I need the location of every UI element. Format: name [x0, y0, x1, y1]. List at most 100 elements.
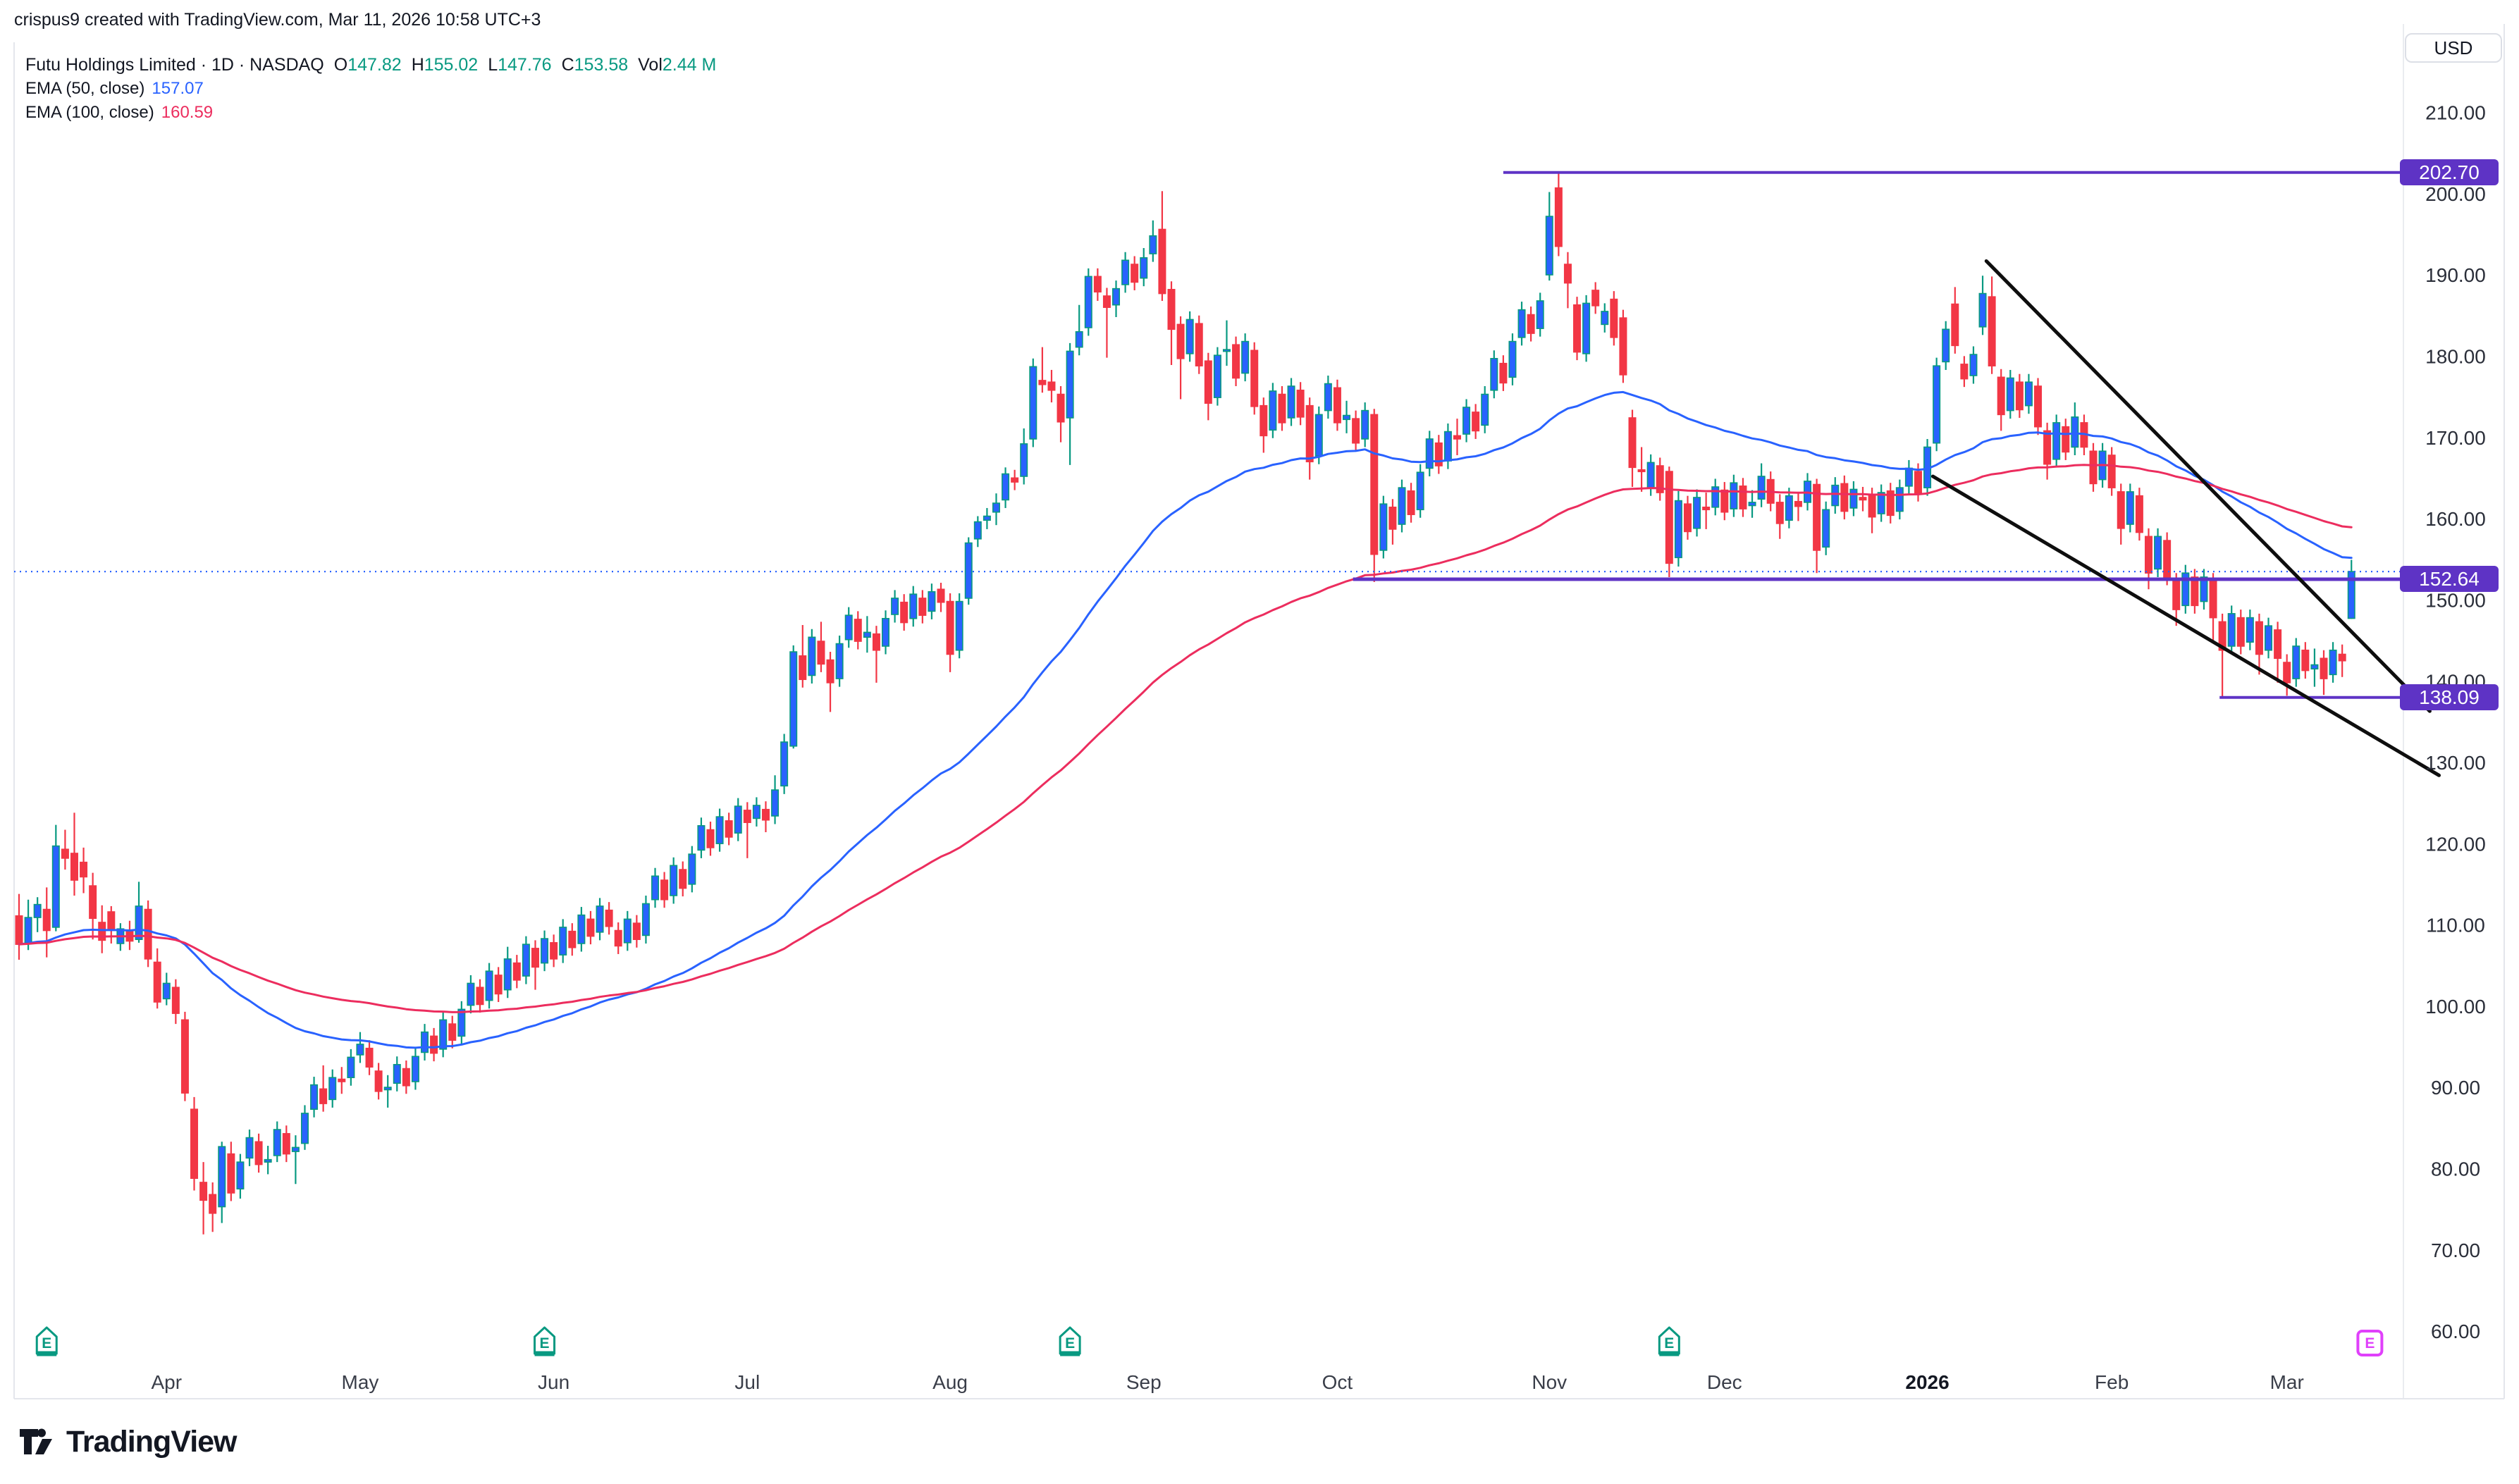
candle-body [264, 1158, 272, 1163]
candle-body [1637, 469, 1646, 473]
candle-body [973, 521, 982, 540]
candle-body [1047, 381, 1056, 391]
candle-body [928, 590, 936, 612]
candle-body [411, 1056, 419, 1082]
earnings-reported-icon[interactable] [1059, 1326, 1081, 1355]
candle-body [282, 1132, 290, 1155]
candle-body [1942, 328, 1950, 363]
candle-body [1084, 276, 1092, 328]
candle-body [180, 1019, 189, 1094]
earnings-icon-letter: E [540, 1335, 550, 1352]
candle-body [236, 1161, 245, 1189]
time-axis-label-Dec[interactable]: Dec [1707, 1371, 1742, 1393]
candle-body [715, 816, 724, 844]
time-axis-label-May[interactable]: May [342, 1371, 379, 1393]
candle-body [1601, 311, 1609, 326]
earnings-reported-icon[interactable] [534, 1326, 556, 1355]
candle-body [559, 927, 567, 956]
trendline[interactable] [1984, 259, 2432, 713]
earnings-icon-letter: E [1664, 1335, 1674, 1352]
price-level-badge-138-09[interactable]: 138.09 [2400, 684, 2499, 711]
trendline[interactable] [1930, 474, 2441, 777]
price-tick-label: 160.00 [2425, 508, 2486, 530]
candle-body [1352, 418, 1360, 444]
candle-body [153, 961, 161, 1003]
candle-body [421, 1031, 429, 1053]
candle-body [2071, 416, 2079, 448]
candle-body [512, 962, 521, 981]
candle-body [1904, 467, 1913, 487]
candle-body [80, 861, 88, 878]
candle-body [1683, 503, 1692, 533]
time-axis-label-Feb[interactable]: Feb [2095, 1371, 2129, 1393]
candle-body [1075, 330, 1083, 348]
legend-ema100-row[interactable]: EMA (100, close) 160.59 [25, 101, 716, 124]
candle-body [1527, 314, 1535, 334]
candle-body [2274, 629, 2282, 660]
open-label: O [333, 55, 348, 75]
candle-body [1020, 443, 1028, 477]
low-label: L [488, 55, 498, 75]
price-tick-label: 130.00 [2425, 752, 2486, 774]
tradingview-logo[interactable]: TradingView [18, 1423, 237, 1460]
candle-body [1195, 323, 1203, 366]
candle-body [586, 918, 595, 937]
candle-body [1490, 358, 1498, 391]
candle-body [1462, 407, 1471, 435]
chart-credit: crispus9 created with TradingView.com, M… [14, 10, 541, 30]
ema-50-line [18, 390, 2353, 1049]
candle-body [531, 948, 539, 968]
candle-body [1269, 390, 1277, 431]
price-level-badge-152-64[interactable]: 152.64 [2400, 566, 2499, 593]
candle-body [291, 1146, 300, 1152]
candle-body [439, 1019, 448, 1050]
candle-body [844, 614, 853, 641]
time-axis-label-Oct[interactable]: Oct [1322, 1371, 1353, 1393]
time-axis-label-Nov[interactable]: Nov [1532, 1371, 1567, 1393]
candle-body [863, 631, 871, 638]
price-tick-label: 210.00 [2425, 102, 2486, 124]
candle-body [706, 829, 715, 848]
candle-body [1813, 483, 1821, 551]
time-axis-label-Mar[interactable]: Mar [2270, 1371, 2304, 1393]
legend-ema50-row[interactable]: EMA (50, close) 157.07 [25, 78, 716, 100]
candle-body [1204, 360, 1212, 404]
candle-body [1472, 412, 1480, 432]
low-value: 147.76 [498, 55, 552, 75]
candle-body [2172, 580, 2181, 610]
candle-body [2200, 576, 2208, 602]
candle-body [319, 1088, 328, 1104]
candle-body [614, 929, 622, 947]
time-axis-label-Aug[interactable]: Aug [932, 1371, 968, 1393]
close-value: 153.58 [574, 55, 629, 75]
candle-body [1158, 228, 1166, 295]
candle-body [900, 601, 909, 624]
candle-body [1499, 362, 1508, 384]
candle-body [771, 789, 780, 817]
candle-body [393, 1063, 401, 1084]
close-label: C [561, 55, 574, 75]
earnings-reported-icon[interactable] [35, 1326, 58, 1355]
candle-body [872, 633, 880, 651]
candle-body [596, 905, 604, 933]
candle-body [1822, 509, 1830, 548]
earnings-reported-icon[interactable] [1658, 1326, 1680, 1355]
candle-body [909, 593, 918, 619]
time-axis-label-2026[interactable]: 2026 [1905, 1371, 1949, 1393]
candle-body [485, 970, 493, 1001]
earnings-upcoming-icon[interactable] [2356, 1330, 2384, 1356]
candle-body [1250, 350, 1259, 407]
price-level-badge-202-70[interactable]: 202.70 [2400, 159, 2499, 186]
candle-body [2301, 649, 2310, 672]
candle-body [254, 1141, 263, 1165]
time-axis-label-Apr[interactable]: Apr [151, 1371, 182, 1393]
candle-body [1933, 365, 1941, 444]
legend-symbol-row[interactable]: Futu Holdings Limited · 1D · NASDAQ O147.… [25, 54, 716, 76]
price-tick-label: 120.00 [2425, 833, 2486, 855]
time-axis-label-Jun[interactable]: Jun [538, 1371, 569, 1393]
time-axis-label-Sep[interactable]: Sep [1126, 1371, 1162, 1393]
currency-toggle[interactable]: USD [2405, 33, 2502, 63]
candle-body [1849, 488, 1858, 509]
time-axis-label-Jul[interactable]: Jul [734, 1371, 760, 1393]
